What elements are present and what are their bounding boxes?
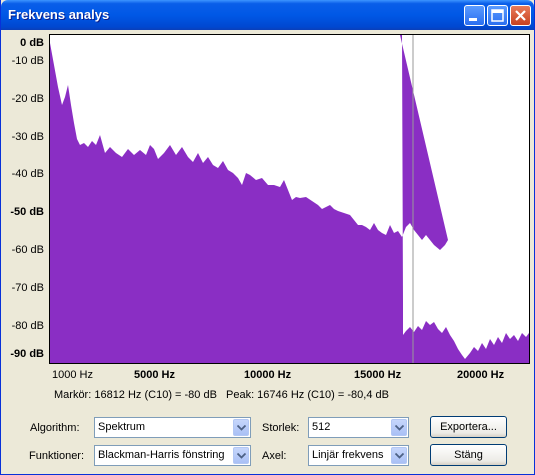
close-button[interactable]: Stäng — [430, 444, 507, 466]
y-label-70db: -70 dB — [11, 282, 44, 294]
x-label-10000hz: 10000 Hz — [244, 369, 292, 381]
spectrum-plot[interactable] — [49, 34, 530, 364]
y-label-90db: -90 dB — [10, 348, 44, 360]
size-dropdown-arrow[interactable] — [391, 419, 407, 436]
spectrum-area — [50, 35, 529, 363]
axis-select[interactable]: Linjär frekvens — [308, 445, 409, 466]
y-label-60db: -60 dB — [11, 244, 44, 256]
y-label-10db: -10 dB — [11, 55, 44, 67]
maximize-button[interactable] — [487, 5, 508, 26]
close-icon — [515, 10, 526, 21]
functions-label: Funktioner: — [29, 450, 85, 462]
axis-value: Linjär frekvens — [312, 449, 384, 461]
close-window-button[interactable] — [510, 5, 531, 26]
algorithm-label: Algorithm: — [30, 422, 80, 434]
export-button[interactable]: Exportera... — [430, 416, 507, 438]
algorithm-dropdown-arrow[interactable] — [233, 419, 249, 436]
title-bar[interactable]: Frekvens analys — [1, 0, 534, 30]
maximize-icon — [491, 9, 504, 22]
functions-select[interactable]: Blackman-Harris fönstring — [94, 445, 251, 466]
algorithm-value: Spektrum — [98, 421, 146, 433]
chevron-down-icon — [237, 453, 246, 459]
chevron-down-icon — [395, 453, 404, 459]
minimize-icon — [469, 18, 477, 21]
size-label: Storlek: — [262, 422, 300, 434]
y-label-40db: -40 dB — [11, 168, 44, 180]
cursor-readout: Markör: 16812 Hz (C10) = -80 dB — [54, 389, 217, 401]
x-label-15000hz: 15000 Hz — [354, 369, 402, 381]
size-value: 512 — [312, 421, 331, 433]
x-label-1000hz: 1000 Hz — [52, 369, 93, 381]
minimize-button[interactable] — [464, 5, 485, 26]
spectrum-graph — [50, 35, 529, 363]
window-title: Frekvens analys — [8, 7, 110, 22]
y-label-80db: -80 dB — [11, 320, 44, 332]
peak-readout: Peak: 16746 Hz (C10) = -80,4 dB — [226, 389, 389, 401]
functions-dropdown-arrow[interactable] — [233, 447, 249, 464]
y-label-0db: 0 dB — [20, 37, 44, 49]
axis-dropdown-arrow[interactable] — [391, 447, 407, 464]
x-label-5000hz: 5000 Hz — [134, 369, 175, 381]
y-label-20db: -20 dB — [11, 93, 44, 105]
axis-label: Axel: — [262, 450, 287, 462]
y-label-30db: -30 dB — [11, 131, 44, 143]
algorithm-select[interactable]: Spektrum — [94, 417, 251, 438]
chevron-down-icon — [237, 425, 246, 431]
chevron-down-icon — [395, 425, 404, 431]
functions-value: Blackman-Harris fönstring — [98, 449, 225, 461]
x-label-20000hz: 20000 Hz — [457, 369, 505, 381]
y-label-50db: -50 dB — [10, 206, 44, 218]
size-select[interactable]: 512 — [308, 417, 409, 438]
